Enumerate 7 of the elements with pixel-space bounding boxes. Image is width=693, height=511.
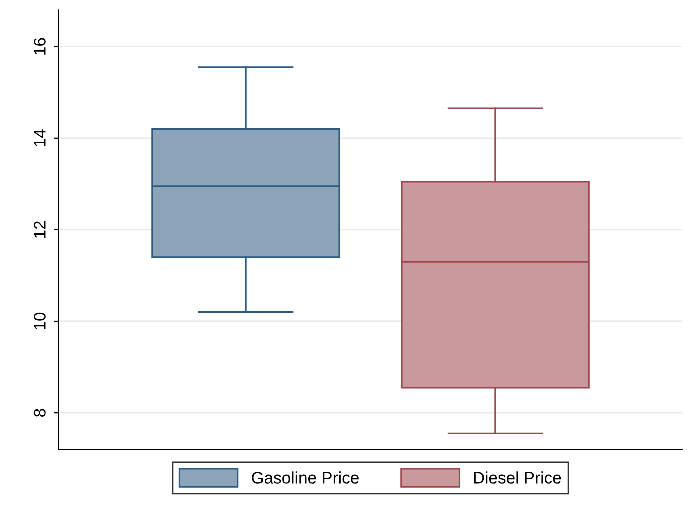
y-tick-label: 16 [34, 38, 46, 55]
y-tick-label: 8 [34, 409, 46, 417]
y-tick-label: 12 [34, 222, 46, 238]
y-tick-label: 14 [34, 130, 46, 146]
y-tick-label: 10 [34, 312, 46, 330]
legend-label: Gasoline Price [252, 472, 359, 484]
legend-label: Diesel Price [474, 472, 562, 484]
